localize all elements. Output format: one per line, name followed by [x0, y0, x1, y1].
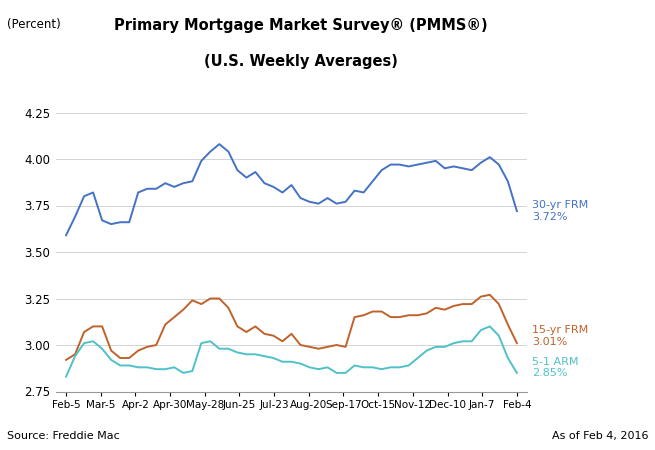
Text: Primary Mortgage Market Survey® (PMMS®): Primary Mortgage Market Survey® (PMMS®): [115, 18, 488, 33]
Text: (U.S. Weekly Averages): (U.S. Weekly Averages): [204, 54, 398, 69]
Text: 30-yr FRM
3.72%: 30-yr FRM 3.72%: [532, 200, 588, 222]
Text: 5-1 ARM
2.85%: 5-1 ARM 2.85%: [532, 356, 578, 378]
Text: Source: Freddie Mac: Source: Freddie Mac: [7, 431, 119, 441]
Text: 15-yr FRM
3.01%: 15-yr FRM 3.01%: [532, 325, 588, 346]
Text: As of Feb 4, 2016: As of Feb 4, 2016: [552, 431, 648, 441]
Text: (Percent): (Percent): [7, 18, 60, 31]
